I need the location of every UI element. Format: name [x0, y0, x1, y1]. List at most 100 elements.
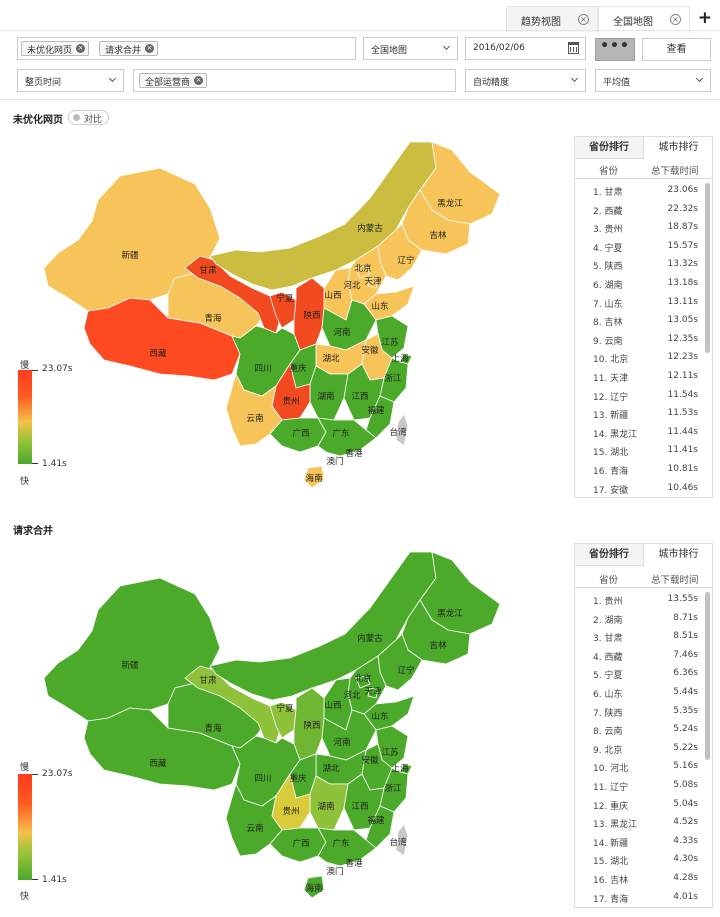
remove-icon[interactable]: × [76, 44, 86, 53]
tab-national-map[interactable]: 全国地图 × [598, 6, 690, 33]
download-time: 4.30s [673, 854, 698, 865]
scrollbar[interactable] [705, 592, 710, 760]
page-chip-input[interactable]: 未优化网页 × 请求合并 × [17, 37, 356, 60]
region-taiwan[interactable] [395, 823, 409, 857]
region-xizang[interactable] [83, 297, 241, 381]
tab-province-ranking[interactable]: 省份排行 [575, 137, 644, 159]
legend-tick [32, 879, 38, 880]
region-hainan[interactable] [303, 875, 325, 899]
region-guangdong[interactable] [317, 827, 377, 867]
ranking-row[interactable]: 10. 河北 5.16s [575, 758, 712, 777]
ranking-row[interactable]: 2. 西藏 22.32s [575, 201, 712, 220]
province-name: 10. 河北 [593, 764, 629, 775]
column-province[interactable]: 省份 [599, 166, 619, 177]
date-value: 2016/02/06 [473, 43, 525, 53]
region-tianjin[interactable] [367, 687, 379, 699]
tab-trend-view[interactable]: 趋势视图 × [506, 6, 598, 32]
date-picker[interactable]: 2016/02/06 [465, 37, 586, 60]
region-taiwan[interactable] [395, 413, 409, 447]
remove-icon[interactable]: × [194, 76, 204, 85]
calendar-icon[interactable] [568, 42, 579, 54]
statistic-select[interactable]: 平均值 [595, 69, 711, 92]
chip-all-operators[interactable]: 全部运营商 × [139, 73, 208, 88]
ranking-row[interactable]: 6. 湖南 13.18s [575, 275, 712, 294]
chip-merged[interactable]: 请求合并 × [99, 41, 159, 56]
close-icon[interactable]: × [670, 14, 681, 25]
ranking-row[interactable]: 17. 青海 4.01s [575, 889, 712, 908]
ranking-row[interactable]: 4. 西藏 7.46s [575, 647, 712, 666]
ranking-row[interactable]: 16. 青海 10.81s [575, 461, 712, 480]
region-xizang[interactable] [83, 707, 241, 791]
province-label: 山东 [371, 301, 388, 312]
map-select[interactable]: 全国地图 [363, 37, 458, 60]
ranking-row[interactable]: 15. 湖北 11.41s [575, 442, 712, 461]
ranking-row[interactable]: 10. 北京 12.23s [575, 349, 712, 368]
region-jilin[interactable] [401, 599, 471, 665]
region-hainan[interactable] [303, 465, 325, 489]
precision-select[interactable]: 自动精度 [465, 69, 586, 92]
ranking-row[interactable]: 8. 云南 5.24s [575, 721, 712, 740]
column-province[interactable]: 省份 [599, 575, 619, 586]
tab-city-ranking[interactable]: 城市排行 [644, 544, 712, 566]
region-guangdong[interactable] [317, 417, 377, 457]
ranking-row[interactable]: 9. 北京 5.22s [575, 740, 712, 759]
ranking-row[interactable]: 1. 贵州 13.55s [575, 591, 712, 610]
column-download-time[interactable]: 总下载时间 [651, 166, 699, 177]
scrollbar[interactable] [705, 183, 710, 353]
region-henan[interactable] [321, 709, 377, 761]
province-name: 3. 甘肃 [593, 634, 623, 645]
chevron-down-icon [695, 74, 704, 83]
download-time: 5.16s [673, 761, 698, 772]
region-beijing[interactable] [355, 265, 371, 279]
province-name: 3. 贵州 [593, 225, 623, 236]
ranking-row[interactable]: 6. 山东 5.44s [575, 684, 712, 703]
ranking-row[interactable]: 14. 黑龙江 11.44s [575, 424, 712, 443]
ranking-row[interactable]: 13. 黑龙江 4.52s [575, 814, 712, 833]
province-name: 11. 天津 [593, 373, 629, 384]
compare-toggle[interactable]: 对比 [68, 110, 110, 125]
province-label: 江西 [351, 392, 368, 402]
ranking-row[interactable]: 15. 湖北 4.30s [575, 851, 712, 870]
ranking-row[interactable]: 16. 吉林 4.28s [575, 870, 712, 889]
ranking-row[interactable]: 5. 陕西 13.32s [575, 256, 712, 275]
ranking-row[interactable]: 11. 辽宁 5.08s [575, 777, 712, 796]
ranking-row[interactable]: 17. 安徽 10.46s [575, 480, 712, 498]
more-options-button[interactable]: ••• [595, 38, 635, 61]
tab-city-ranking[interactable]: 城市排行 [644, 137, 712, 159]
remove-icon[interactable]: × [145, 44, 155, 53]
add-tab-icon[interactable]: + [697, 8, 712, 28]
province-label: 海南 [305, 883, 322, 894]
region-jilin[interactable] [401, 189, 471, 255]
chip-unoptimized[interactable]: 未优化网页 × [21, 41, 90, 56]
close-icon[interactable]: × [578, 14, 589, 25]
time-metric-select[interactable]: 整页时间 [17, 69, 124, 92]
province-label: 吉林 [429, 230, 447, 241]
ranking-row[interactable]: 3. 甘肃 8.51s [575, 628, 712, 647]
operator-chip-input[interactable]: 全部运营商 × [133, 69, 456, 92]
ranking-row[interactable]: 7. 陕西 5.35s [575, 703, 712, 722]
ranking-row[interactable]: 5. 宁夏 6.36s [575, 665, 712, 684]
province-name: 12. 重庆 [593, 801, 629, 812]
province-name: 7. 山东 [593, 299, 623, 310]
tab-province-ranking[interactable]: 省份排行 [575, 544, 644, 566]
ranking-row[interactable]: 12. 重庆 5.04s [575, 796, 712, 815]
ranking-row[interactable]: 2. 湖南 8.71s [575, 610, 712, 629]
view-button[interactable]: 查看 [642, 38, 711, 61]
region-tianjin[interactable] [367, 277, 379, 289]
ranking-row[interactable]: 4. 宁夏 15.57s [575, 238, 712, 257]
ranking-row[interactable]: 3. 贵州 18.87s [575, 219, 712, 238]
province-label: 香港 [345, 448, 363, 459]
column-download-time[interactable]: 总下载时间 [651, 575, 699, 586]
region-henan[interactable] [321, 299, 377, 351]
ranking-row[interactable]: 1. 甘肃 23.06s [575, 182, 712, 201]
ranking-row[interactable]: 13. 新疆 11.53s [575, 405, 712, 424]
province-label: 黑龙江 [437, 198, 463, 209]
region-beijing[interactable] [355, 675, 371, 689]
ranking-row[interactable]: 11. 天津 12.11s [575, 368, 712, 387]
ranking-row[interactable]: 9. 云南 12.35s [575, 331, 712, 350]
province-label: 天津 [364, 276, 382, 287]
ranking-row[interactable]: 14. 新疆 4.33s [575, 833, 712, 852]
ranking-row[interactable]: 12. 辽宁 11.54s [575, 387, 712, 406]
ranking-row[interactable]: 7. 山东 13.11s [575, 294, 712, 313]
ranking-row[interactable]: 8. 吉林 13.05s [575, 312, 712, 331]
